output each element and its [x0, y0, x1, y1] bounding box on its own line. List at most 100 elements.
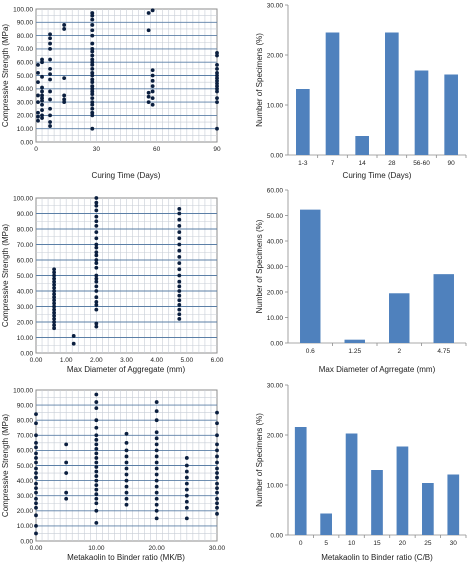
data-point: [94, 406, 99, 411]
x-tick-label: 30.00: [209, 545, 226, 552]
data-point: [94, 230, 99, 235]
data-point: [215, 505, 219, 510]
data-point: [40, 108, 44, 112]
data-point: [90, 41, 95, 46]
data-point: [124, 496, 129, 501]
data-point: [177, 293, 182, 298]
data-point: [94, 446, 99, 451]
data-point: [62, 76, 67, 81]
data-point: [40, 57, 44, 62]
y-tick-label: 10.00: [17, 335, 34, 342]
data-point: [90, 11, 95, 15]
data-point: [215, 66, 219, 71]
data-point: [48, 77, 52, 82]
data-point: [177, 242, 182, 247]
data-point: [34, 445, 38, 450]
data-point: [124, 466, 129, 471]
data-point: [94, 214, 99, 219]
data-point: [94, 284, 99, 289]
data-point: [146, 94, 151, 99]
data-point: [94, 451, 99, 456]
x-axis-title: Max Diameter of Aggregate (mm): [67, 365, 186, 374]
data-point: [90, 100, 95, 104]
y-tick-label: 0.00: [20, 538, 33, 545]
y-tick-label: 20.00: [267, 432, 284, 439]
data-point: [48, 72, 52, 77]
x-axis-title: Metakaolin to Binder ratio (C/B): [321, 553, 433, 562]
data-point: [34, 505, 38, 510]
data-point: [215, 460, 219, 465]
bar: [389, 293, 410, 343]
y-tick-label: 80.00: [17, 418, 34, 425]
y-tick-label: 30.00: [267, 2, 284, 9]
data-point: [94, 219, 99, 224]
data-point: [52, 276, 56, 281]
data-point: [90, 84, 95, 89]
y-tick-label: 90.00: [17, 211, 34, 218]
data-point: [64, 442, 69, 447]
data-point: [215, 81, 219, 86]
data-point: [177, 217, 182, 222]
data-point: [94, 242, 99, 247]
data-point: [154, 496, 159, 501]
y-tick-label: 90.00: [17, 402, 34, 409]
data-point: [215, 50, 219, 55]
data-point: [62, 100, 67, 104]
x-tick-label: 1.25: [348, 348, 361, 355]
data-point: [94, 200, 99, 205]
y-tick-label: 100.00: [13, 387, 33, 394]
data-point: [94, 273, 99, 278]
data-point: [154, 448, 159, 453]
data-point: [177, 307, 182, 312]
data-point: [177, 261, 182, 265]
data-point: [62, 93, 67, 98]
data-point: [150, 84, 155, 89]
x-tick-label: 4.00: [150, 357, 163, 364]
x-tick-label: 4.75: [437, 348, 450, 355]
y-tick-label: 40.00: [17, 288, 34, 295]
data-point: [52, 317, 56, 321]
data-point: [150, 89, 155, 94]
data-point: [215, 496, 219, 501]
data-point: [94, 478, 99, 483]
data-point: [90, 96, 95, 101]
y-tick-label: 70.00: [17, 46, 34, 53]
y-tick-label: 30.00: [17, 304, 34, 311]
data-point: [90, 47, 95, 51]
data-point: [177, 273, 182, 278]
data-point: [48, 120, 52, 124]
data-point: [184, 487, 189, 492]
y-tick-label: 0.00: [20, 139, 33, 146]
y-tick-label: 10.00: [267, 102, 284, 109]
bar: [300, 209, 321, 343]
data-point: [94, 400, 99, 404]
y-axis-title: Number of Specimens (%): [255, 413, 264, 507]
data-point: [94, 258, 99, 262]
data-point: [90, 62, 95, 67]
data-point: [34, 486, 38, 491]
data-point: [34, 433, 38, 438]
data-point: [124, 472, 129, 477]
x-tick-label: 3.00: [120, 357, 133, 364]
data-point: [177, 267, 182, 272]
data-point: [184, 475, 189, 480]
y-tick-label: 10.00: [267, 315, 284, 322]
data-point: [40, 116, 44, 120]
data-point: [154, 490, 159, 495]
data-point: [215, 433, 219, 438]
data-point: [71, 341, 76, 346]
data-point: [177, 255, 182, 259]
x-tick-label: 25: [424, 540, 432, 547]
bar: [344, 339, 365, 343]
x-tick-label: 10.00: [88, 545, 105, 552]
data-point: [36, 93, 40, 98]
data-point: [90, 80, 95, 85]
data-point: [215, 78, 219, 83]
data-point: [150, 73, 155, 78]
data-point: [90, 102, 95, 107]
data-point: [94, 236, 99, 241]
data-point: [36, 110, 40, 115]
data-point: [177, 303, 182, 307]
data-point: [40, 113, 44, 118]
